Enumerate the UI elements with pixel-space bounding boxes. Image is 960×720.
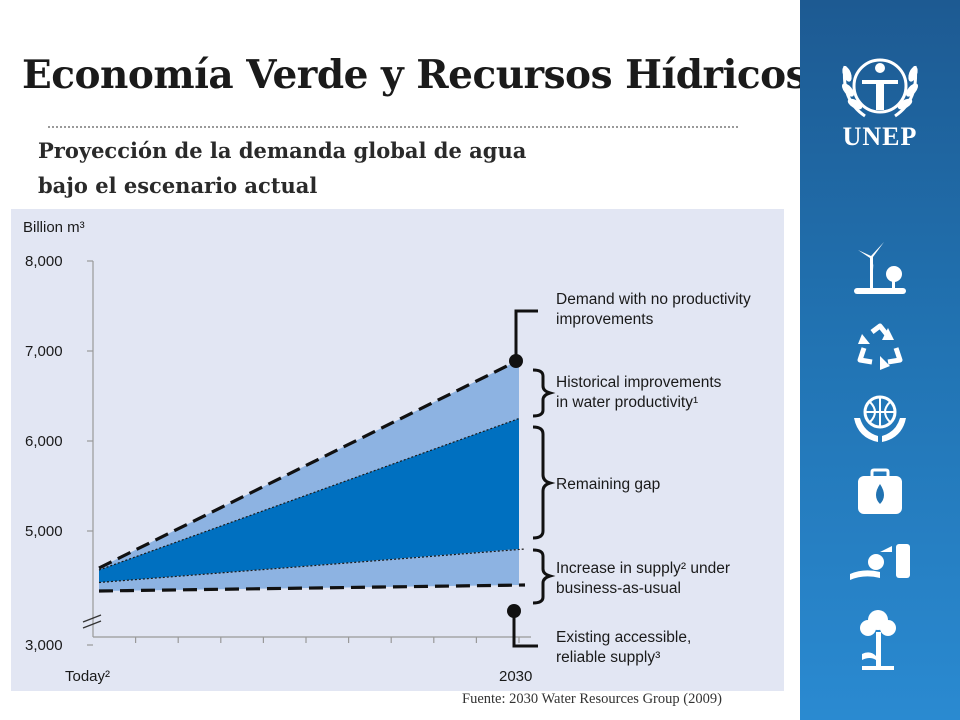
slide-subtitle: Proyección de la demanda global de agua … — [38, 133, 638, 203]
label-supply-line-2: business-as-usual — [556, 580, 681, 597]
y-tick-label: 6,000 — [25, 433, 63, 450]
label-historical-line-2: in water productivity¹ — [556, 394, 698, 411]
globe-hands-icon — [854, 395, 906, 442]
label-supply-line-1: Increase in supply² under — [556, 560, 730, 577]
existing-leader — [512, 614, 538, 648]
label-demand-line-2: improvements — [556, 311, 654, 328]
line-supply-increase — [98, 548, 526, 584]
label-existing-line-1: Existing accessible, — [556, 629, 691, 646]
label-supply: Increase in supply² under business-as-us… — [556, 560, 734, 597]
label-historical-line-1: Historical improvements — [556, 374, 722, 391]
band-remaining-gap — [99, 418, 519, 583]
unep-laurel-logo-icon — [842, 58, 918, 118]
demand-leader — [514, 309, 538, 359]
brace-gap — [532, 425, 556, 540]
band-supply-increase — [99, 549, 519, 591]
x-label-today: Today² — [65, 668, 110, 685]
brace-historical — [532, 368, 556, 418]
label-demand: Demand with no productivity improvements — [556, 291, 755, 328]
label-demand-line-1: Demand with no productivity — [556, 291, 751, 308]
water-kit-icon — [858, 468, 902, 514]
unep-sidebar: UNEP — [800, 0, 960, 720]
tree-icon — [860, 610, 896, 670]
x-label-2030: 2030 — [499, 668, 532, 685]
unep-logo-text: UNEP — [842, 122, 918, 151]
chart-panel: Billion m³ 8,000 7,000 6,000 5,000 3,000 — [11, 209, 784, 691]
water-demand-chart: Billion m³ 8,000 7,000 6,000 5,000 3,000 — [23, 219, 755, 685]
brace-supply — [532, 548, 556, 605]
label-existing-line-2: reliable supply³ — [556, 649, 660, 666]
axis-break-mark — [82, 614, 102, 629]
existing-end-dot — [507, 604, 521, 618]
y-axis-title: Billion m³ — [23, 219, 85, 236]
line-existing-supply — [98, 583, 526, 593]
y-tick-label: 8,000 — [25, 253, 63, 270]
oil-barrel-icon — [850, 544, 910, 580]
line-historical-improvements — [98, 417, 520, 571]
x-tick-marks — [134, 637, 520, 643]
recycle-icon — [857, 323, 903, 370]
wind-turbine-icon — [854, 242, 906, 294]
label-gap: Remaining gap — [556, 476, 660, 493]
title-divider — [48, 126, 738, 128]
subtitle-line-1: Proyección de la demanda global de agua — [38, 138, 527, 163]
source-citation: Fuente: 2030 Water Resources Group (2009… — [462, 691, 722, 707]
y-tick-marks — [87, 260, 93, 646]
slide-title: Economía Verde y Recursos Hídricos — [22, 52, 808, 98]
y-tick-label: 3,000 — [25, 637, 63, 654]
y-tick-labels: 8,000 7,000 6,000 5,000 3,000 — [25, 253, 63, 654]
label-historical: Historical improvements in water product… — [556, 374, 726, 411]
subtitle-line-2: bajo el escenario actual — [38, 173, 318, 198]
label-existing: Existing accessible, reliable supply³ — [556, 629, 696, 666]
line-demand-no-improvements — [98, 358, 520, 570]
y-tick-label: 7,000 — [25, 343, 63, 360]
y-tick-label: 5,000 — [25, 523, 63, 540]
demand-end-dot — [509, 354, 523, 368]
